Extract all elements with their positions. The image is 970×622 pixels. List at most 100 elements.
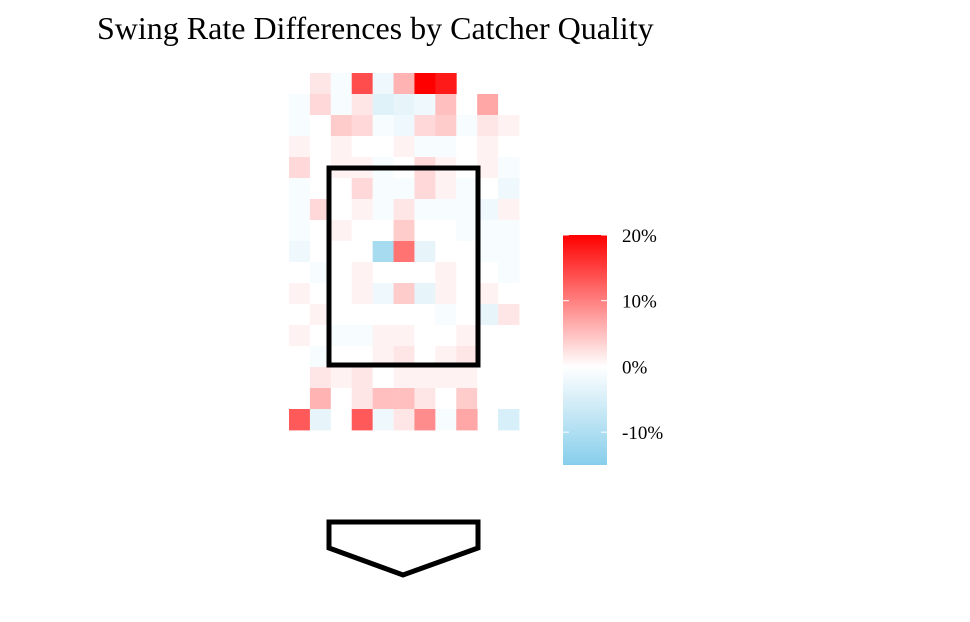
home-plate-outline <box>326 519 481 578</box>
heatmap-cell <box>309 388 332 410</box>
heatmap-cell <box>393 367 415 389</box>
heatmap-cell <box>289 367 311 389</box>
colorbar-tick-label: -10% <box>622 423 663 444</box>
heatmap-cell <box>351 136 374 158</box>
heatmap-cell <box>477 283 499 305</box>
heatmap-cell <box>477 346 499 368</box>
heatmap-cell <box>477 220 499 242</box>
heatmap-cell <box>477 178 499 200</box>
heatmap-cell <box>435 325 457 347</box>
heatmap-cell <box>393 388 415 410</box>
heatmap-cell <box>330 199 353 221</box>
heatmap-cell <box>456 388 478 410</box>
heatmap-cell <box>435 304 457 326</box>
heatmap-cell <box>456 199 478 221</box>
heatmap-cell <box>351 94 374 116</box>
heatmap-cell <box>372 304 394 326</box>
heatmap-cell <box>351 367 374 389</box>
heatmap-cell <box>477 367 499 389</box>
heatmap-cell <box>309 94 332 116</box>
heatmap-cell <box>414 262 436 284</box>
colorbar-tick-label: 0% <box>622 357 648 378</box>
heatmap-cell <box>330 283 353 305</box>
heatmap-cell <box>498 220 520 242</box>
heatmap-cell <box>330 73 353 95</box>
heatmap-cell <box>372 220 394 242</box>
heatmap-cell <box>372 115 394 137</box>
heatmap-cell <box>477 304 499 326</box>
heatmap-cell <box>393 199 415 221</box>
heatmap-cell <box>435 283 457 305</box>
heatmap-cell <box>498 115 520 137</box>
heatmap-cell <box>435 136 457 158</box>
heatmap-cell <box>435 178 457 200</box>
heatmap-cell <box>309 304 332 326</box>
heatmap-cell <box>393 178 415 200</box>
heatmap-cell <box>372 199 394 221</box>
heatmap-cell <box>372 136 394 158</box>
heatmap-cell <box>498 241 520 263</box>
heatmap-cell <box>330 241 353 263</box>
heatmap-cell <box>498 304 520 326</box>
heatmap-cell <box>393 346 415 368</box>
heatmap-cell <box>393 283 415 305</box>
heatmap-cell <box>330 388 353 410</box>
heatmap-cell <box>435 199 457 221</box>
heatmap-cell <box>289 199 311 221</box>
heatmap-cell <box>289 283 311 305</box>
heatmap-cell <box>393 409 415 431</box>
heatmap-cell <box>330 409 353 431</box>
heatmap-cell <box>330 136 353 158</box>
heatmap-cell <box>498 283 520 305</box>
heatmap-cell <box>309 199 332 221</box>
heatmap-cell <box>456 409 478 431</box>
heatmap-cell <box>393 115 415 137</box>
heatmap-cell <box>309 346 332 368</box>
heatmap-cell <box>289 346 311 368</box>
heatmap-cell <box>372 283 394 305</box>
heatmap-cell <box>289 262 311 284</box>
heatmap-cell <box>414 367 436 389</box>
heatmap-cell <box>498 94 520 116</box>
heatmap-cell <box>289 157 311 179</box>
heatmap-cell <box>477 157 499 179</box>
heatmap-cell <box>414 409 436 431</box>
heatmap-cell <box>435 220 457 242</box>
heatmap-cell <box>372 73 394 95</box>
heatmap-cell <box>414 199 436 221</box>
heatmap-cell <box>309 73 332 95</box>
colorbar-ticks: 20% 10% 0% -10% <box>563 226 663 444</box>
heatmap-cell <box>330 262 353 284</box>
heatmap-cell <box>372 346 394 368</box>
heatmap-cell <box>309 136 332 158</box>
heatmap-cell <box>289 409 311 431</box>
heatmap-cell <box>498 346 520 368</box>
heatmap-cell <box>435 73 457 95</box>
heatmap-cell <box>456 346 478 368</box>
heatmap-cell <box>351 304 374 326</box>
heatmap-cell <box>498 157 520 179</box>
strike-zone-outline <box>326 165 481 368</box>
heatmap-cell <box>289 325 311 347</box>
heatmap-cell <box>351 262 374 284</box>
heatmap-cell <box>330 220 353 242</box>
heatmap-cell <box>456 136 478 158</box>
heatmap-cell <box>477 325 499 347</box>
heatmap-cell <box>330 94 353 116</box>
heatmap-cell <box>414 325 436 347</box>
heatmap-cell <box>393 220 415 242</box>
heatmap-cell <box>330 115 353 137</box>
heatmap-cell <box>289 94 311 116</box>
heatmap-cell <box>414 136 436 158</box>
heatmap-cell <box>477 115 499 137</box>
heatmap-cell <box>289 220 311 242</box>
heatmap-cell <box>309 157 332 179</box>
heatmap-cell <box>435 241 457 263</box>
heatmap-cell <box>393 241 415 263</box>
heatmap-cells <box>289 73 520 431</box>
heatmap-cell <box>372 409 394 431</box>
heatmap-cell <box>477 94 499 116</box>
heatmap-cell <box>414 178 436 200</box>
heatmap-cell <box>351 346 374 368</box>
heatmap-cell <box>456 262 478 284</box>
